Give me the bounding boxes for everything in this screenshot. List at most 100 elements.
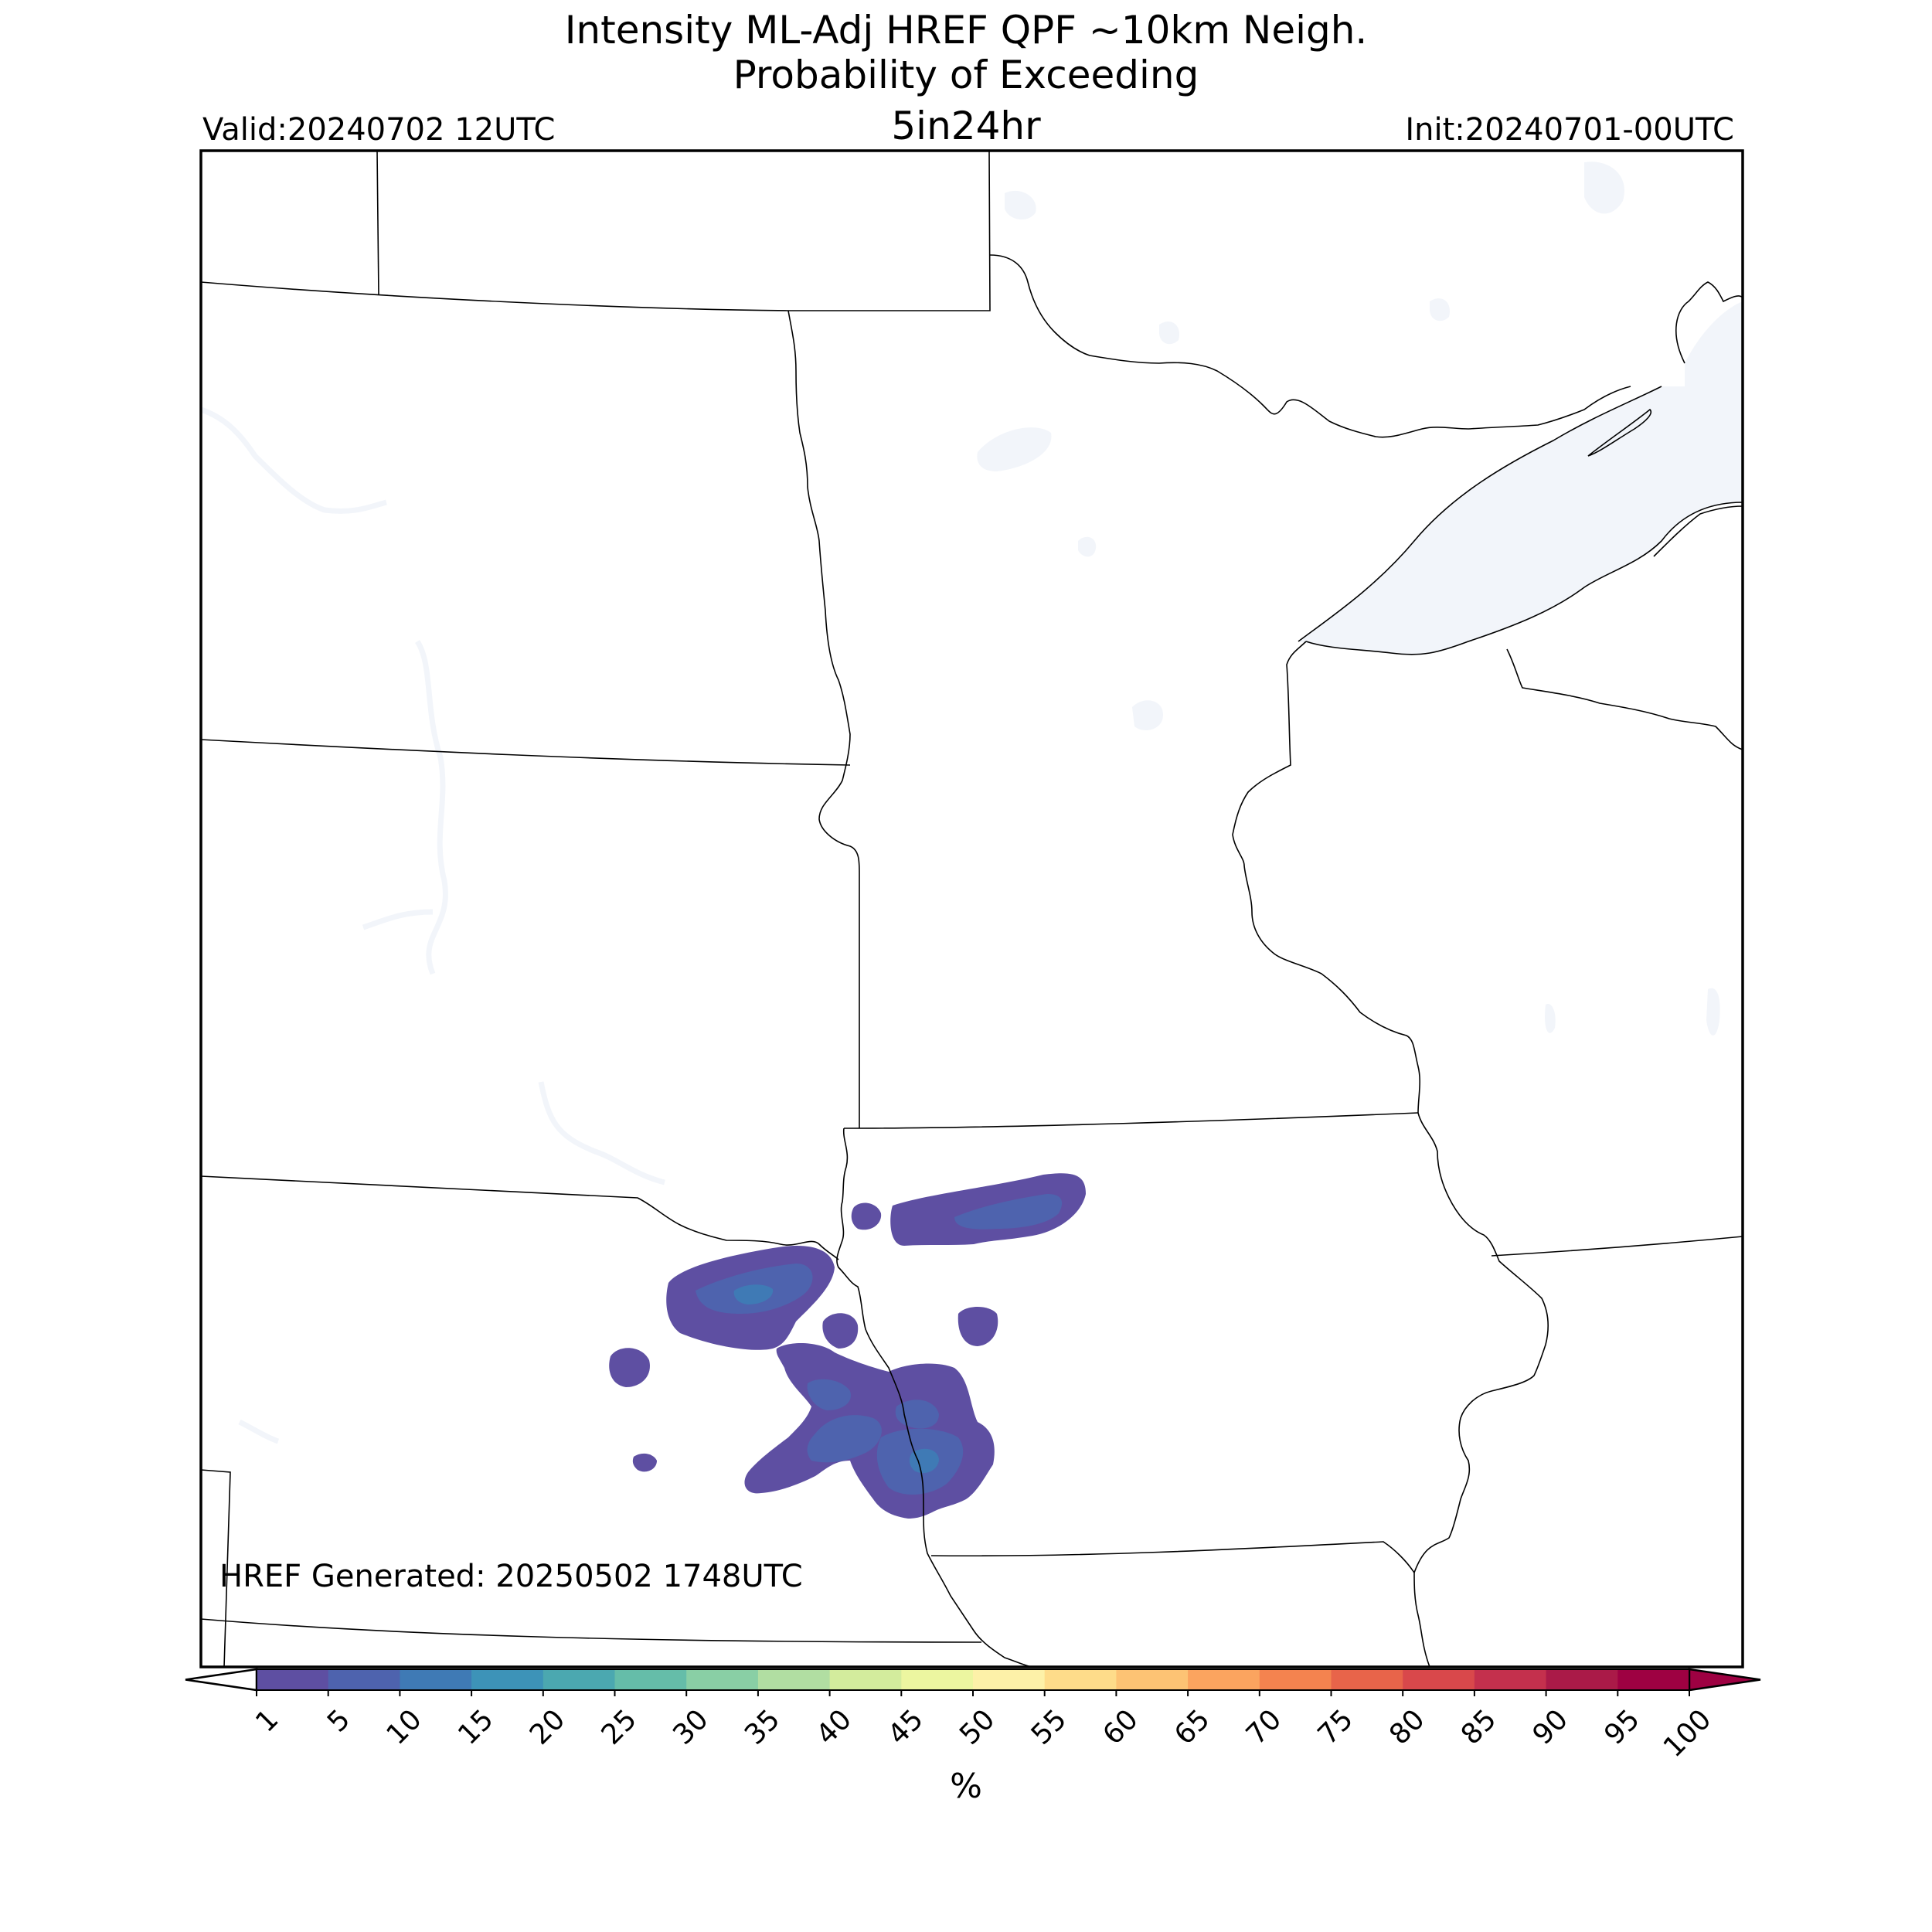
swath-main-core-west	[807, 1379, 851, 1410]
valid-time-label: Valid:20240702 12UTC	[202, 112, 556, 148]
colorbar-segment	[1044, 1669, 1117, 1690]
colorbar-tick-label: 50	[954, 1703, 1001, 1750]
colorbar-segment	[471, 1669, 544, 1690]
colorbar-extend-min	[185, 1668, 258, 1692]
colorbar-tick-label: 10	[380, 1703, 427, 1750]
colorbar: 1 5 10 15 20 25 30 35 40 45 50 55 60 65 70 75 80 85 90 95 10…	[185, 1668, 1761, 1764]
lake-north-3	[1159, 321, 1179, 345]
title-line-2: Probability of Exceeding	[733, 53, 1199, 97]
lake-north-1	[1005, 190, 1036, 220]
colorbar-segment	[1116, 1669, 1189, 1690]
colorbar-tick-label: 45	[882, 1703, 929, 1750]
colorbar-segment	[614, 1669, 687, 1690]
colorbar-tick-label: 35	[739, 1703, 786, 1750]
border-nd-sd	[201, 739, 851, 766]
colorbar-tick-label: 55	[1026, 1703, 1073, 1750]
swath-ne-tiny	[632, 1453, 657, 1472]
colorbar-tick-label: 20	[524, 1703, 571, 1750]
border-ia-mo	[930, 1541, 1415, 1573]
colorbar-segment	[973, 1669, 1046, 1690]
border-wi-il	[1491, 1236, 1743, 1257]
colorbar-tick-label: 65	[1168, 1703, 1216, 1750]
lake-wi-1	[1706, 988, 1720, 1036]
border-mn-ia	[843, 1112, 1419, 1129]
swath-main-peak	[909, 1448, 939, 1474]
river-ne-2	[238, 1419, 280, 1444]
colorbar-tick-label: 60	[1097, 1703, 1144, 1750]
colorbar-unit-label: %	[950, 1767, 982, 1806]
colorbar-tick-label: 30	[667, 1703, 714, 1750]
border-lake-superior-south	[1305, 502, 1743, 655]
colorbar-tick-label: 100	[1658, 1703, 1718, 1764]
colorbar-tick-label: 95	[1598, 1703, 1645, 1750]
colorbar-tick-label: 80	[1383, 1703, 1430, 1750]
colorbar-segment	[1403, 1669, 1475, 1690]
state-and-national-boundaries	[201, 151, 1743, 1667]
colorbar-segment	[901, 1669, 974, 1690]
border-ne-ks	[201, 1618, 982, 1643]
river-ne	[538, 1081, 665, 1185]
swath-ne-small-west	[609, 1348, 650, 1387]
colorbar-segment	[543, 1669, 615, 1690]
missouri-river	[414, 640, 448, 975]
swath-ia-center	[957, 1307, 998, 1346]
colorbar-segment	[1474, 1669, 1547, 1690]
colorbar-tick-label: 70	[1240, 1703, 1287, 1750]
generated-timestamp: HREF Generated: 20250502 1748UTC	[219, 1559, 803, 1594]
border-mn-north-angle	[788, 151, 991, 311]
lake-north-4	[1430, 298, 1450, 321]
border-keweenaw	[1653, 505, 1743, 557]
border-lake-superior-shore	[1298, 386, 1662, 642]
colorbar-segment	[1546, 1669, 1618, 1690]
border-mn-dakotas	[787, 310, 860, 874]
river-nd	[201, 406, 387, 514]
border-mn-wi	[1232, 641, 1420, 1114]
border-canada-montana	[201, 281, 789, 311]
border-manitoba-saskatchewan	[376, 151, 379, 296]
colorbar-segment	[829, 1669, 902, 1690]
colorbar-segment	[1188, 1669, 1260, 1690]
swath-ia-northwest-core	[954, 1194, 1063, 1230]
lake-upper-right	[1685, 301, 1743, 421]
colorbar-tick-label: 85	[1455, 1703, 1502, 1750]
colorbar-segment	[1331, 1669, 1403, 1690]
river-sd-branch	[362, 909, 434, 930]
lake-wi-2	[1545, 1004, 1556, 1033]
colorbar-tick-label: 40	[811, 1703, 858, 1750]
lake-red	[977, 427, 1052, 471]
lake-mille-lacs	[1132, 700, 1163, 730]
colorbar-segment	[686, 1669, 759, 1690]
border-isle-royale	[1587, 408, 1651, 457]
border-wy-ne	[201, 1469, 231, 1667]
lake-superior	[1298, 386, 1743, 655]
colorbar-tick-label: 75	[1312, 1703, 1359, 1750]
title-line-3: 5in24hr	[891, 104, 1041, 148]
map-area	[201, 151, 1743, 1667]
init-time-label: Init:20240701-00UTC	[1405, 112, 1734, 148]
swath-ia-small	[851, 1202, 882, 1230]
colorbar-tick-label: 90	[1527, 1703, 1574, 1750]
border-missouri-river-ia-ne	[836, 1128, 1032, 1667]
border-wi-mi-upper	[1506, 648, 1743, 750]
swath-ne-north-peak	[733, 1284, 774, 1304]
colorbar-tick-label: 1	[250, 1703, 284, 1738]
colorbar-segment	[1259, 1669, 1332, 1690]
colorbar-tick-label: 15	[452, 1703, 499, 1750]
colorbar-segment	[1617, 1669, 1690, 1690]
lake-leech	[1078, 536, 1097, 557]
probability-swaths	[609, 1173, 1086, 1519]
colorbar-segment	[328, 1669, 400, 1690]
border-canada-minnesota	[989, 254, 1631, 438]
colorbar-extend-max	[1688, 1668, 1761, 1692]
map-frame	[199, 149, 1744, 1668]
title-line-1: Intensity ML-Adj HREF QPF ~10km Neigh.	[564, 8, 1368, 53]
colorbar-segment	[757, 1669, 831, 1690]
swath-main-core-mid	[807, 1415, 882, 1463]
swath-ne-blob	[822, 1313, 859, 1349]
colorbar-tick-label: 5	[321, 1703, 356, 1738]
colorbar-segment	[257, 1669, 329, 1690]
border-upper-peninsula	[1675, 281, 1743, 364]
colorbar-tick-label: 25	[596, 1703, 643, 1750]
colorbar-segment	[400, 1669, 472, 1690]
